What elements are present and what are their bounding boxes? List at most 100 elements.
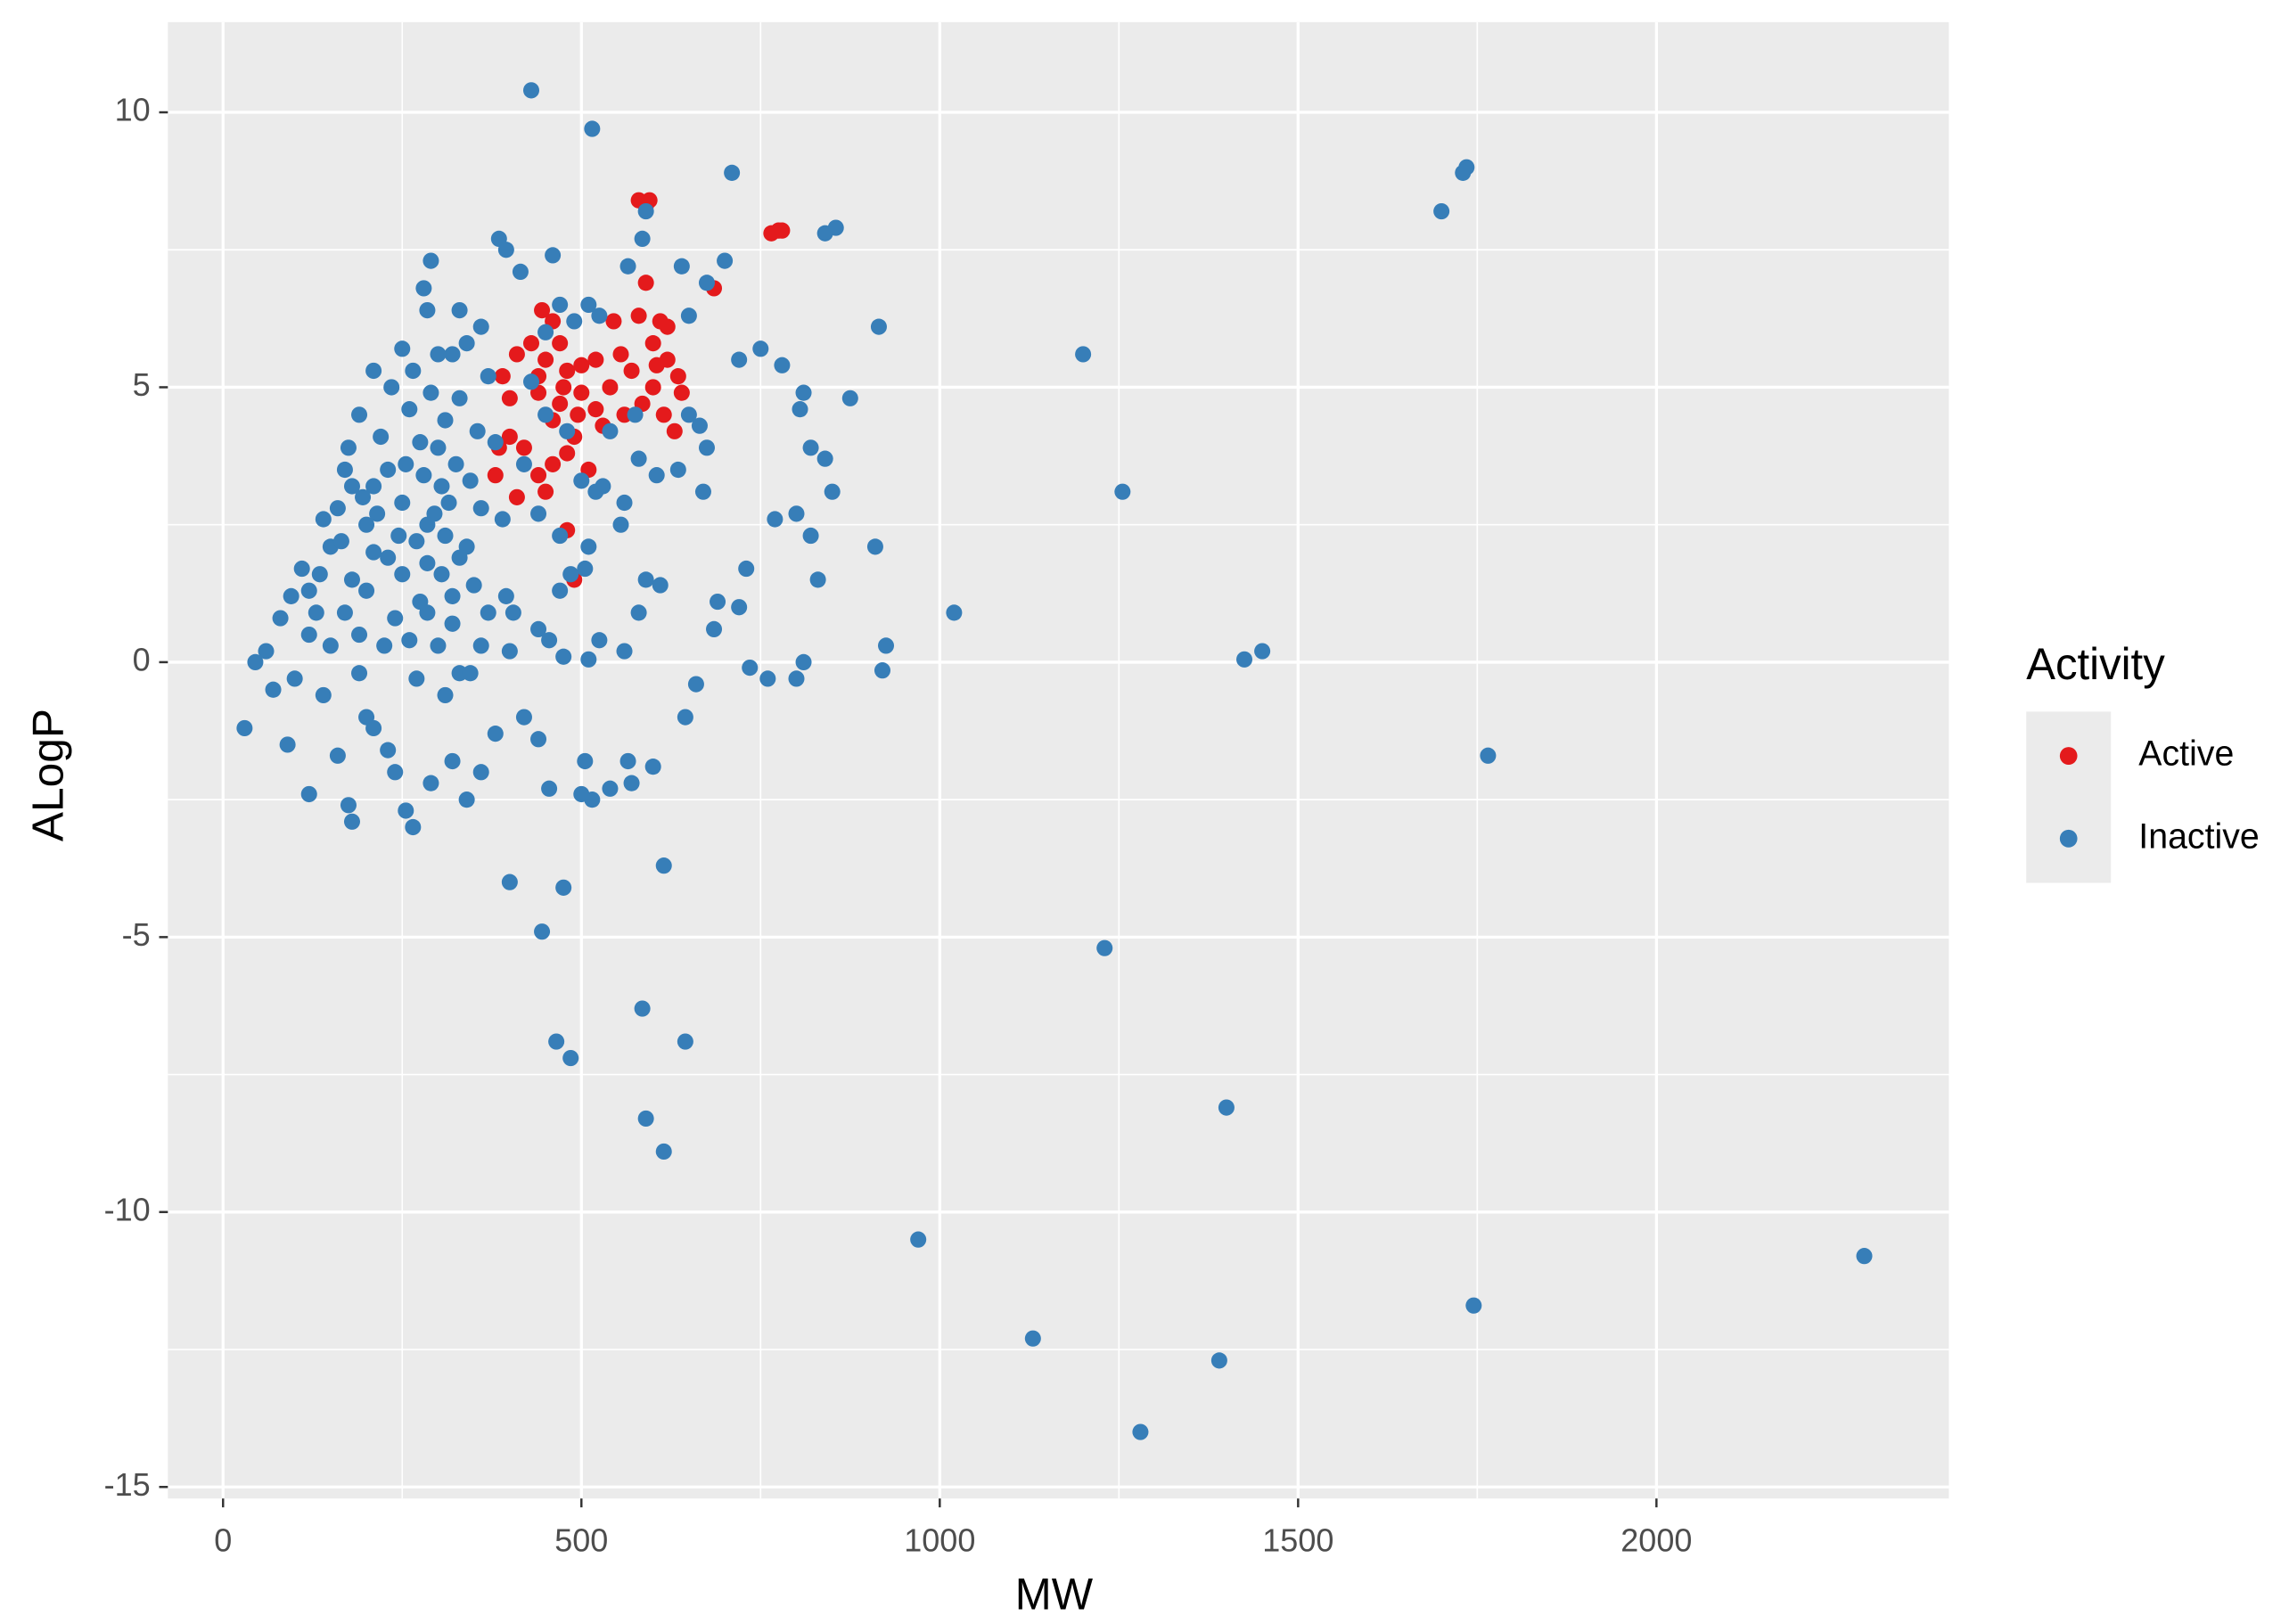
point [462, 472, 479, 489]
point [383, 379, 400, 396]
point [469, 422, 486, 439]
point [430, 346, 447, 363]
point [430, 439, 447, 456]
point [637, 275, 654, 291]
point [522, 335, 540, 352]
point [336, 461, 353, 479]
point [559, 445, 576, 462]
point [537, 483, 554, 500]
axes: 0 500 1000 1500 2000 -15 -10 -5 0 5 10 [104, 91, 1693, 1558]
point [415, 467, 432, 484]
point [501, 874, 518, 890]
point [591, 632, 608, 649]
point [616, 494, 633, 512]
point [559, 362, 576, 380]
y-tick-label: -15 [104, 1466, 151, 1503]
point [534, 301, 551, 319]
point [365, 362, 382, 380]
point [369, 505, 386, 522]
point [584, 120, 601, 137]
point [602, 780, 619, 797]
point [412, 434, 429, 451]
point [283, 587, 299, 604]
point [480, 368, 496, 385]
point [1096, 939, 1113, 956]
point [573, 472, 590, 489]
point [472, 637, 489, 654]
point [405, 818, 422, 836]
point [398, 455, 414, 472]
point [1455, 164, 1472, 181]
point [308, 604, 324, 621]
point [515, 709, 532, 726]
point [1132, 1423, 1149, 1440]
point [623, 362, 640, 380]
point [465, 577, 482, 594]
point [537, 406, 554, 423]
point [580, 296, 597, 314]
point [792, 401, 808, 418]
point [419, 301, 436, 319]
point [494, 511, 511, 528]
point [548, 1033, 565, 1050]
point [580, 538, 597, 555]
point [630, 450, 647, 467]
point [405, 362, 422, 380]
point [451, 390, 468, 406]
y-tick-label: 0 [133, 641, 151, 677]
point [351, 406, 368, 423]
point [358, 582, 375, 599]
point [946, 604, 963, 621]
point [376, 637, 393, 654]
point [537, 351, 554, 368]
point [691, 417, 708, 434]
point [387, 764, 404, 781]
point [552, 527, 569, 545]
point [1218, 1099, 1235, 1116]
point [398, 802, 414, 819]
point [315, 686, 332, 704]
point [394, 494, 411, 512]
point [380, 461, 397, 479]
point [522, 373, 540, 390]
point [802, 439, 819, 456]
point [390, 527, 407, 545]
point [874, 662, 890, 679]
point [458, 335, 475, 352]
point [433, 478, 450, 495]
point [634, 230, 651, 248]
point [515, 439, 532, 456]
point [440, 494, 457, 512]
point [286, 670, 303, 687]
point [329, 747, 346, 764]
point [437, 527, 454, 545]
point [552, 395, 569, 413]
point [648, 467, 665, 484]
point [534, 923, 551, 940]
point [236, 719, 253, 737]
point [419, 604, 436, 621]
point [877, 637, 895, 654]
point [673, 384, 690, 401]
point [300, 785, 317, 803]
point [1856, 1248, 1873, 1265]
point [559, 422, 576, 439]
point [816, 225, 833, 242]
point [659, 318, 676, 335]
point [680, 406, 697, 423]
point [570, 406, 587, 423]
point [444, 752, 461, 770]
point [1075, 346, 1092, 363]
point [258, 643, 275, 660]
point [423, 252, 439, 269]
point [315, 511, 332, 528]
point [340, 439, 357, 456]
point [487, 434, 504, 451]
point [530, 505, 547, 522]
point [644, 379, 661, 396]
point [809, 571, 826, 588]
point [655, 857, 672, 874]
point [340, 797, 357, 814]
point [774, 222, 791, 239]
point [552, 296, 569, 314]
